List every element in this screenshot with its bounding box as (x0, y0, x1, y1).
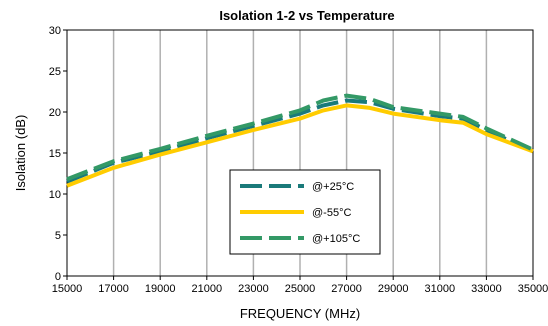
x-axis: 15000 17000 19000 21000 23000 25000 27000 29000… (52, 276, 548, 295)
y-tick-label: 30 (49, 25, 61, 37)
x-tick-label: 17000 (98, 283, 129, 295)
legend-entry-3: @+105°C (312, 233, 360, 245)
y-tick-label: 20 (49, 107, 61, 119)
series-group (66, 93, 534, 188)
y-tick-label: 25 (49, 66, 61, 78)
x-tick-label: 25000 (285, 283, 316, 295)
x-tick-label: 29000 (378, 283, 409, 295)
chart-legend: @+25°C @-55°C @+105°C (229, 169, 381, 255)
x-axis-label: FREQUENCY (MHz) (240, 306, 360, 321)
y-tick-label: 0 (55, 271, 61, 283)
x-tick-label: 33000 (471, 283, 502, 295)
x-tick-label: 15000 (52, 283, 83, 295)
x-tick-label: 35000 (518, 283, 548, 295)
y-tick-label: 10 (49, 189, 61, 201)
x-tick-label: 21000 (192, 283, 223, 295)
y-axis: 0 5 10 15 20 25 30 (49, 25, 67, 283)
series-line-1 (66, 98, 534, 184)
x-tick-label: 27000 (331, 283, 362, 295)
y-axis-label: Isolation (dB) (13, 115, 28, 192)
y-tick-label: 15 (49, 148, 61, 160)
chart-grid (112, 30, 488, 276)
chart-title: Isolation 1-2 vs Temperature (219, 8, 394, 23)
legend-entry-2: @-55°C (312, 207, 351, 219)
series-line-2 (66, 103, 534, 188)
x-tick-label: 31000 (425, 283, 456, 295)
x-tick-label: 23000 (238, 283, 269, 295)
legend-entry-1: @+25°C (312, 181, 354, 193)
series-line-3 (66, 93, 534, 182)
x-tick-label: 19000 (145, 283, 176, 295)
y-tick-label: 5 (55, 230, 61, 242)
